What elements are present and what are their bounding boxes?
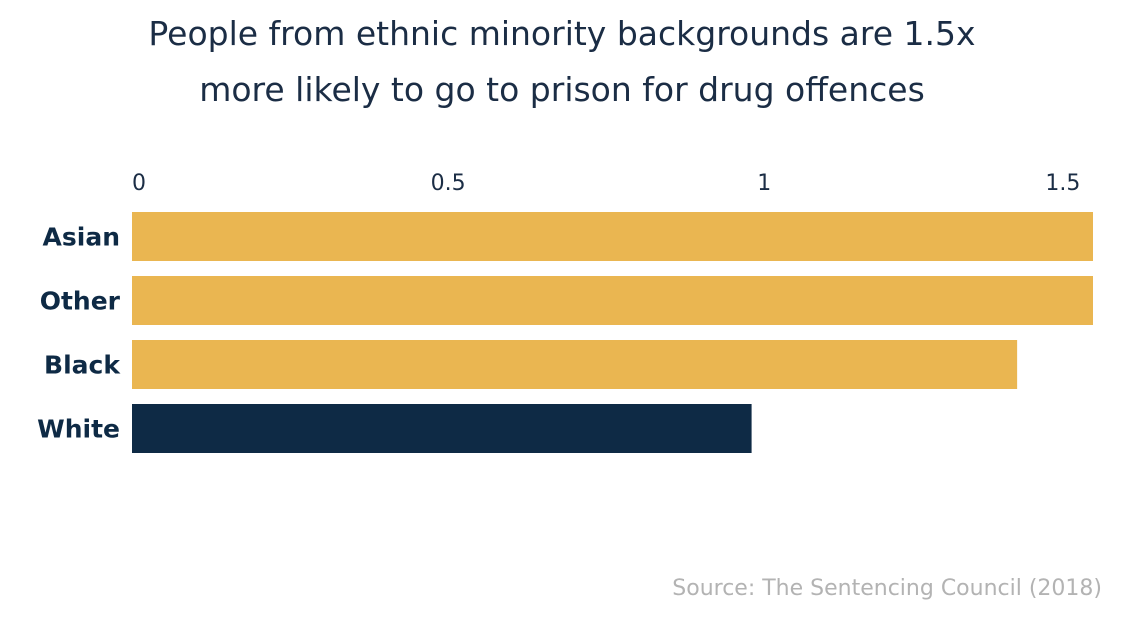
- x-tick-label: 1: [757, 171, 771, 196]
- x-tick-label: 0.5: [431, 171, 466, 196]
- bars: [132, 212, 1093, 453]
- bar-other: [132, 276, 1093, 325]
- chart-title-line-1: People from ethnic minority backgrounds …: [148, 14, 976, 53]
- source-note: Source: The Sentencing Council (2018): [672, 576, 1102, 601]
- x-tick-label: 0: [132, 171, 146, 196]
- category-label-other: Other: [40, 287, 121, 316]
- bar-asian: [132, 212, 1093, 261]
- category-label-white: White: [37, 415, 120, 444]
- chart-title-line-2: more likely to go to prison for drug off…: [199, 70, 925, 109]
- bar-white: [132, 404, 752, 453]
- bar-chart: 0 0.5 1 1.5 Asian Other Black White: [37, 171, 1093, 453]
- category-labels: Asian Other Black White: [37, 223, 121, 444]
- chart-title: People from ethnic minority backgrounds …: [0, 6, 1124, 118]
- bar-black: [132, 340, 1018, 389]
- category-label-asian: Asian: [43, 223, 120, 252]
- category-label-black: Black: [44, 351, 121, 380]
- x-tick-label: 1.5: [1045, 171, 1080, 196]
- x-axis-ticks: 0 0.5 1 1.5: [132, 171, 1080, 196]
